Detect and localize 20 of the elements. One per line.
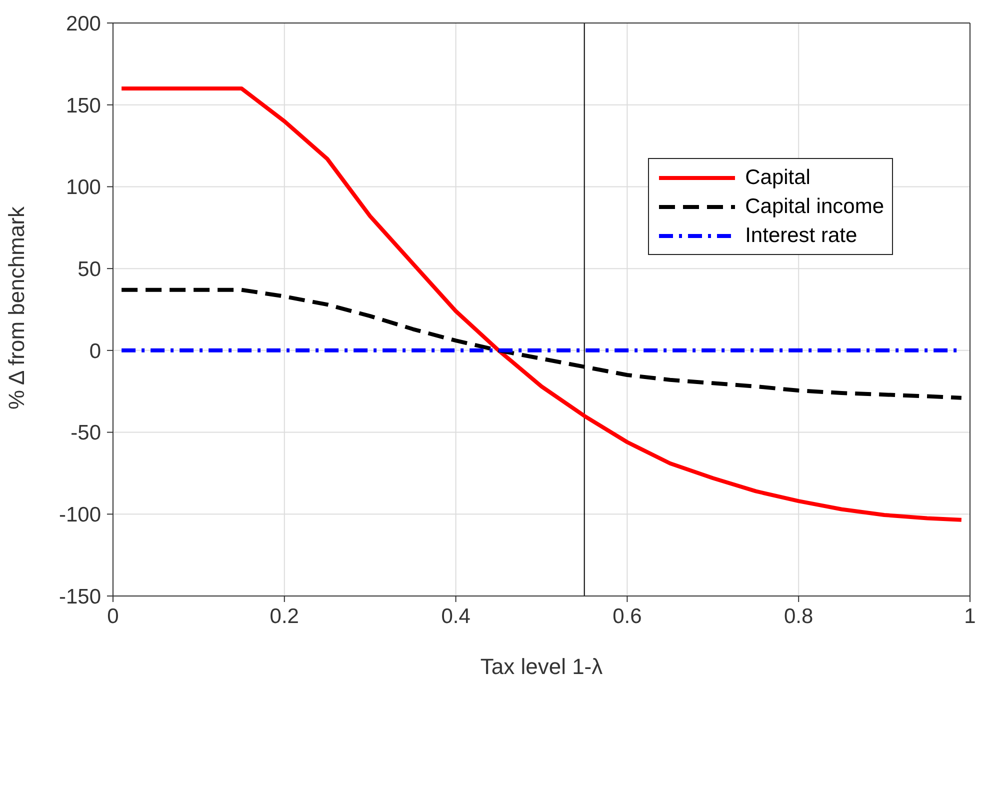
legend-label: Interest rate <box>745 224 858 248</box>
legend-label: Capital income <box>745 194 884 218</box>
x-tick-label: 0.4 <box>441 604 471 628</box>
y-tick-label: 0 <box>89 340 101 363</box>
line-series <box>120 86 964 522</box>
legend-label: Capital <box>745 166 810 190</box>
x-axis-title: Tax level 1-λ <box>480 654 603 679</box>
y-tick-label: 50 <box>78 258 101 282</box>
y-tick-label: 150 <box>66 94 101 118</box>
x-tick-label: 0.2 <box>270 604 299 628</box>
y-tick-label: -150 <box>58 585 101 608</box>
x-tick-label: 0 <box>107 604 119 628</box>
y-tick-label: -50 <box>70 422 101 445</box>
y-tick-label: 100 <box>66 176 101 200</box>
y-tick-label: 200 <box>66 12 101 36</box>
y-tick-label: -100 <box>58 504 101 527</box>
y-axis-title: % Δ from benchmark <box>4 206 29 410</box>
x-tick-label: 1 <box>964 604 976 628</box>
x-tick-label: 0.6 <box>612 604 642 628</box>
x-tick-label: 0.8 <box>784 604 814 628</box>
